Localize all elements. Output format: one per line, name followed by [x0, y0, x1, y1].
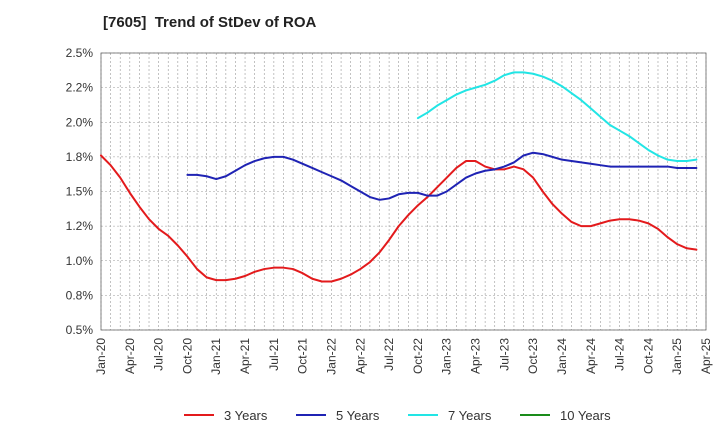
y-tick-label: 2.5% — [66, 46, 94, 60]
legend-label: 7 Years — [448, 408, 492, 423]
x-tick-label: Jul-20 — [152, 338, 166, 371]
x-tick-label: Oct-20 — [180, 338, 194, 374]
series-line-2 — [416, 71, 698, 163]
x-tick-label: Apr-24 — [584, 338, 598, 374]
legend-label: 5 Years — [336, 408, 380, 423]
series-line-1 — [186, 151, 698, 201]
x-tick-label: Jan-24 — [555, 338, 569, 375]
x-tick-label: Apr-21 — [238, 338, 252, 374]
series-lines — [100, 71, 698, 283]
y-tick-label: 1.5% — [66, 185, 94, 199]
x-tick-label: Oct-21 — [296, 338, 310, 374]
x-tick-label: Oct-22 — [411, 338, 425, 374]
x-tick-label: Jul-24 — [613, 338, 627, 371]
x-tick-label: Jan-21 — [209, 338, 223, 375]
legend-label: 10 Years — [560, 408, 611, 423]
x-tick-label: Apr-20 — [123, 338, 137, 374]
x-tick-label: Jan-20 — [94, 338, 108, 375]
x-tick-label: Jul-22 — [382, 338, 396, 371]
x-tick-label: Oct-24 — [641, 338, 655, 374]
axes: 0.5% 0.8% 1.0% 1.2% 1.5% 1.8% 2.0% 2.2% 2.5% Jan-… — [66, 46, 713, 375]
x-tick-label: Jan-22 — [324, 338, 338, 375]
x-tick-label: Oct-23 — [526, 338, 540, 374]
series-line-0 — [100, 154, 698, 283]
y-tick-label: 1.8% — [66, 150, 94, 164]
y-tick-label: 0.8% — [66, 288, 94, 302]
x-tick-label: Jan-25 — [670, 338, 684, 375]
y-tick-label: 2.0% — [66, 115, 94, 129]
x-tick-label: Jul-23 — [497, 338, 511, 371]
x-tick-label: Apr-23 — [469, 338, 483, 374]
legend-label: 3 Years — [224, 408, 268, 423]
y-tick-label: 2.2% — [66, 81, 94, 95]
x-tick-label: Apr-22 — [353, 338, 367, 374]
plot-border — [100, 52, 707, 331]
legend: 3 Years 5 Years 7 Years 10 Years — [184, 408, 611, 423]
y-tick-label: 0.5% — [66, 323, 94, 337]
x-tick-label: Jan-23 — [440, 338, 454, 375]
x-tick-label: Jul-21 — [267, 338, 281, 371]
y-tick-label: 1.0% — [66, 254, 94, 268]
y-tick-label: 1.2% — [66, 219, 94, 233]
x-tick-label: Apr-25 — [699, 338, 713, 374]
chart-title: [7605] Trend of StDev of ROA — [103, 14, 317, 31]
plot-background — [101, 53, 706, 330]
